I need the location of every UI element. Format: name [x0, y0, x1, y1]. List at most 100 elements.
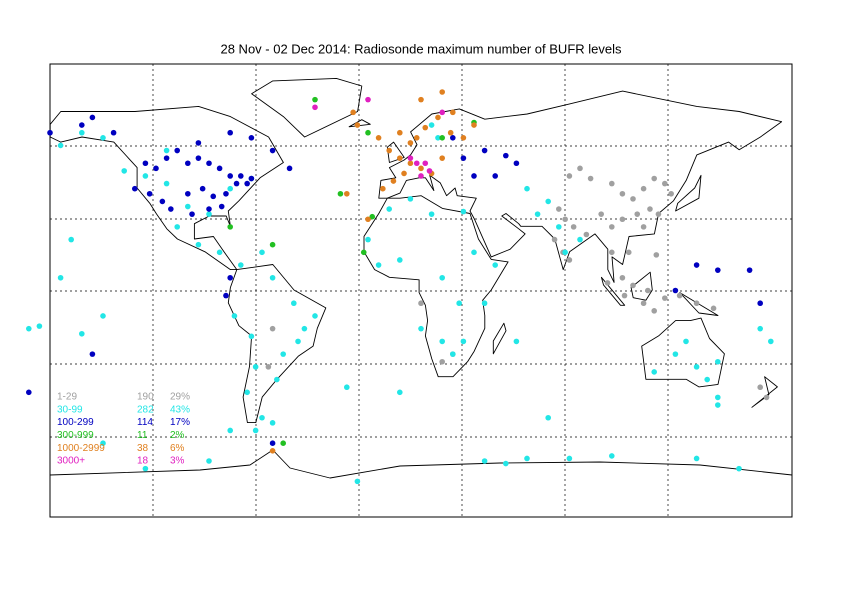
station-point	[286, 165, 293, 172]
station-point	[206, 160, 212, 167]
station-point	[407, 140, 414, 146]
station-point	[227, 185, 233, 192]
station-point	[100, 313, 106, 319]
station-point	[672, 287, 679, 294]
station-point	[57, 142, 64, 149]
station-point	[252, 427, 259, 434]
station-point	[422, 160, 429, 167]
africa	[363, 195, 509, 378]
station-point	[36, 323, 43, 329]
station-point	[693, 364, 700, 370]
map-frame	[49, 63, 793, 518]
station-point	[503, 460, 509, 467]
station-point	[647, 206, 653, 212]
station-point	[471, 249, 477, 256]
station-point	[233, 180, 240, 187]
station-point	[645, 287, 651, 294]
station-point	[280, 440, 287, 446]
station-point	[651, 175, 657, 182]
legend-label: 30-99	[57, 404, 83, 415]
station-point	[447, 129, 454, 136]
station-point	[566, 257, 573, 263]
station-point	[269, 241, 276, 248]
station-point	[413, 135, 420, 141]
station-point	[26, 325, 32, 332]
station-point	[312, 104, 318, 111]
station-point	[757, 300, 763, 307]
station-point	[418, 96, 424, 103]
station-point	[693, 262, 700, 268]
station-point	[598, 211, 604, 217]
station-point	[280, 351, 287, 357]
station-point	[401, 170, 407, 177]
station-point	[195, 241, 202, 248]
station-point	[534, 211, 541, 217]
station-point	[354, 122, 361, 128]
stations	[26, 89, 774, 485]
station-point	[715, 267, 721, 273]
station-point	[439, 358, 446, 365]
station-point	[450, 109, 456, 116]
station-point	[397, 389, 403, 396]
station-point	[450, 351, 456, 357]
station-point	[195, 140, 202, 146]
station-point	[545, 414, 551, 421]
station-point	[456, 300, 462, 307]
station-point	[269, 420, 276, 426]
station-point	[153, 165, 159, 172]
station-point	[244, 180, 250, 187]
station-point	[556, 206, 562, 212]
station-point	[513, 338, 520, 345]
station-point	[259, 249, 265, 256]
antarctica	[49, 449, 793, 479]
station-point	[312, 96, 318, 103]
station-point	[481, 147, 488, 154]
station-point	[375, 262, 382, 268]
station-point	[566, 173, 573, 179]
station-point	[216, 249, 223, 256]
station-point	[583, 231, 590, 238]
japan	[675, 174, 702, 212]
station-point	[259, 414, 265, 421]
station-point	[354, 478, 361, 485]
station-point	[609, 180, 615, 187]
station-point	[407, 160, 414, 167]
station-point	[619, 216, 626, 223]
station-point	[460, 338, 467, 345]
station-point	[248, 333, 255, 340]
station-point	[375, 135, 382, 141]
legend-count: 11	[137, 430, 148, 441]
station-point	[227, 224, 233, 230]
station-point	[609, 249, 615, 256]
station-point	[79, 129, 85, 136]
station-point	[185, 190, 191, 197]
legend-percent: 2%	[170, 430, 185, 441]
station-point	[195, 155, 202, 161]
station-point	[715, 394, 721, 401]
sumatra	[600, 276, 626, 306]
station-point	[227, 129, 233, 136]
station-point	[407, 155, 414, 161]
station-point	[524, 455, 530, 462]
station-point	[301, 325, 308, 332]
madagascar	[492, 322, 507, 355]
station-point	[227, 427, 233, 434]
station-point	[397, 257, 403, 263]
station-point	[439, 274, 446, 281]
station-point	[312, 313, 318, 319]
station-point	[223, 190, 229, 197]
station-point	[693, 300, 700, 307]
station-point	[142, 465, 149, 472]
station-point	[471, 173, 477, 179]
legend-percent: 6%	[170, 443, 185, 454]
station-point	[604, 280, 611, 286]
station-point	[248, 135, 255, 141]
legend-label: 300-999	[57, 430, 94, 441]
station-point	[159, 198, 166, 205]
legend-count: 190	[137, 392, 154, 403]
station-point	[418, 300, 424, 307]
station-point	[199, 185, 206, 192]
station-point	[206, 206, 212, 212]
station-point	[295, 338, 301, 345]
